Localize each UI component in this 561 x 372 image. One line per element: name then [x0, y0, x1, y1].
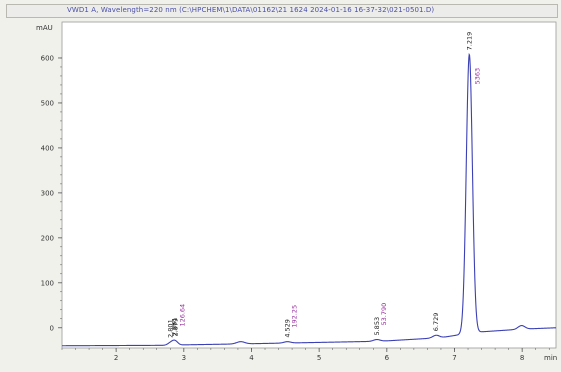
- peak-area-label: 53.790: [380, 303, 388, 326]
- signal-title: VWD1 A, Wavelength=220 nm (C:\HPCHEM\1\D…: [67, 6, 435, 14]
- plot-area: [61, 21, 557, 349]
- trace-layer: [62, 52, 557, 347]
- y-tick-label: 400: [41, 144, 54, 152]
- y-axis-label: mAU: [36, 24, 53, 32]
- y-tick-label: 200: [41, 234, 54, 242]
- peak-rt-label: 2.801: [166, 319, 174, 338]
- peak-rt-label: 2.879: [172, 318, 180, 337]
- peak-rt-label: 6.729: [432, 313, 440, 332]
- x-tick-label: 2: [114, 354, 118, 362]
- y-tick-label: 100: [41, 279, 54, 287]
- signal-trace: [62, 52, 557, 347]
- x-tick-label: 6: [385, 354, 390, 362]
- x-tick-label: 7: [452, 354, 456, 362]
- x-tick-label: 4: [249, 354, 254, 362]
- x-tick-label: 8: [520, 354, 524, 362]
- x-tick-label: 5: [317, 354, 321, 362]
- y-tick-label: 600: [41, 54, 54, 62]
- peak-area-label: 192.25: [290, 305, 298, 328]
- axes: mAU 0 100 200 300 400 500 600 2 3 4 5 6 7 8 min: [36, 24, 557, 362]
- peak-rt-label: 2.861: [170, 318, 178, 337]
- peak-rt-label: 4.529: [283, 319, 291, 338]
- y-tick-label: 0: [50, 324, 54, 332]
- signal-title-bar: VWD1 A, Wavelength=220 nm (C:\HPCHEM\1\D…: [6, 4, 558, 18]
- peak-rt-label: 7.219: [465, 32, 473, 51]
- peak-rt-label: 5.853: [373, 317, 381, 336]
- peak-area-label: 5363: [473, 68, 481, 85]
- peak-area-label: 126.64: [179, 304, 187, 327]
- y-tick-label: 300: [41, 189, 54, 197]
- y-tick-label: 500: [41, 99, 54, 107]
- x-axis-label: min: [544, 354, 557, 362]
- x-tick-label: 3: [182, 354, 186, 362]
